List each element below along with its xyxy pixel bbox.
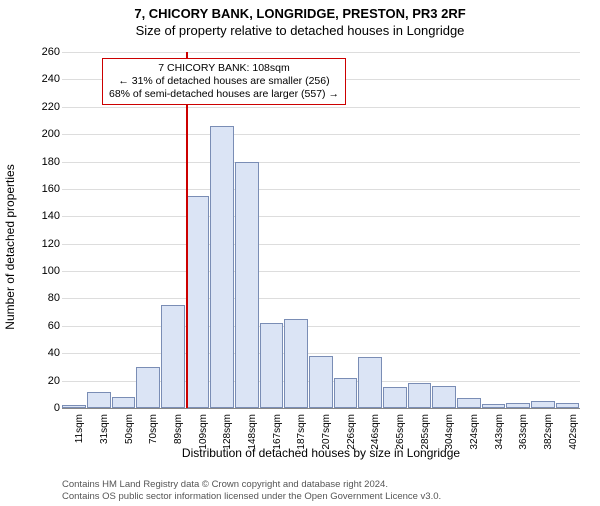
callout-line3: 68% of semi-detached houses are larger (… <box>109 88 339 101</box>
histogram-bar <box>482 404 506 408</box>
callout-box: 7 CHICORY BANK: 108sqm ← 31% of detached… <box>102 58 346 105</box>
footer-line2: Contains OS public sector information li… <box>62 491 441 502</box>
y-tick-label: 240 <box>28 73 60 85</box>
histogram-bar <box>408 383 432 408</box>
histogram-bar <box>235 162 259 408</box>
histogram-bar <box>186 196 210 408</box>
y-tick-label: 260 <box>28 46 60 58</box>
histogram-bar <box>161 305 185 408</box>
footer-line1: Contains HM Land Registry data © Crown c… <box>62 479 441 490</box>
chart-area: Number of detached properties 7 CHICORY … <box>0 48 600 446</box>
gridline <box>62 326 580 327</box>
y-tick-label: 160 <box>28 183 60 195</box>
callout-line2: ← 31% of detached houses are smaller (25… <box>109 75 339 88</box>
x-axis-label: Distribution of detached houses by size … <box>62 446 580 460</box>
y-tick-label: 120 <box>28 238 60 250</box>
y-tick-label: 180 <box>28 156 60 168</box>
callout-line1: 7 CHICORY BANK: 108sqm <box>109 62 339 75</box>
y-tick-label: 140 <box>28 210 60 222</box>
gridline <box>62 353 580 354</box>
histogram-bar <box>457 398 481 408</box>
y-tick-label: 20 <box>28 375 60 387</box>
gridline <box>62 298 580 299</box>
gridline <box>62 107 580 108</box>
property-marker-line <box>186 52 188 408</box>
gridline <box>62 162 580 163</box>
histogram-bar <box>334 378 358 408</box>
y-tick-label: 60 <box>28 320 60 332</box>
histogram-bar <box>309 356 333 408</box>
y-tick-label: 40 <box>28 347 60 359</box>
histogram-bar <box>260 323 284 408</box>
gridline <box>62 244 580 245</box>
attribution-footer: Contains HM Land Registry data © Crown c… <box>62 479 441 502</box>
plot-region: 7 CHICORY BANK: 108sqm ← 31% of detached… <box>62 52 580 409</box>
histogram-bar <box>506 403 530 408</box>
y-tick-label: 0 <box>28 402 60 414</box>
y-tick-label: 220 <box>28 101 60 113</box>
y-tick-label: 100 <box>28 265 60 277</box>
histogram-bar <box>62 405 86 408</box>
histogram-bar <box>210 126 234 408</box>
y-axis-label: Number of detached properties <box>3 164 17 329</box>
y-tick-label: 200 <box>28 128 60 140</box>
gridline <box>62 52 580 53</box>
gridline <box>62 271 580 272</box>
gridline <box>62 134 580 135</box>
histogram-bar <box>383 387 407 408</box>
histogram-bar <box>432 386 456 408</box>
y-tick-label: 80 <box>28 292 60 304</box>
chart-title-subtitle: Size of property relative to detached ho… <box>0 23 600 38</box>
histogram-bar <box>284 319 308 408</box>
gridline <box>62 216 580 217</box>
histogram-bar <box>112 397 136 408</box>
chart-title-address: 7, CHICORY BANK, LONGRIDGE, PRESTON, PR3… <box>0 6 600 21</box>
histogram-bar <box>531 401 555 408</box>
histogram-bar <box>136 367 160 408</box>
gridline <box>62 189 580 190</box>
histogram-bar <box>556 403 580 408</box>
histogram-bar <box>358 357 382 408</box>
histogram-bar <box>87 392 111 408</box>
